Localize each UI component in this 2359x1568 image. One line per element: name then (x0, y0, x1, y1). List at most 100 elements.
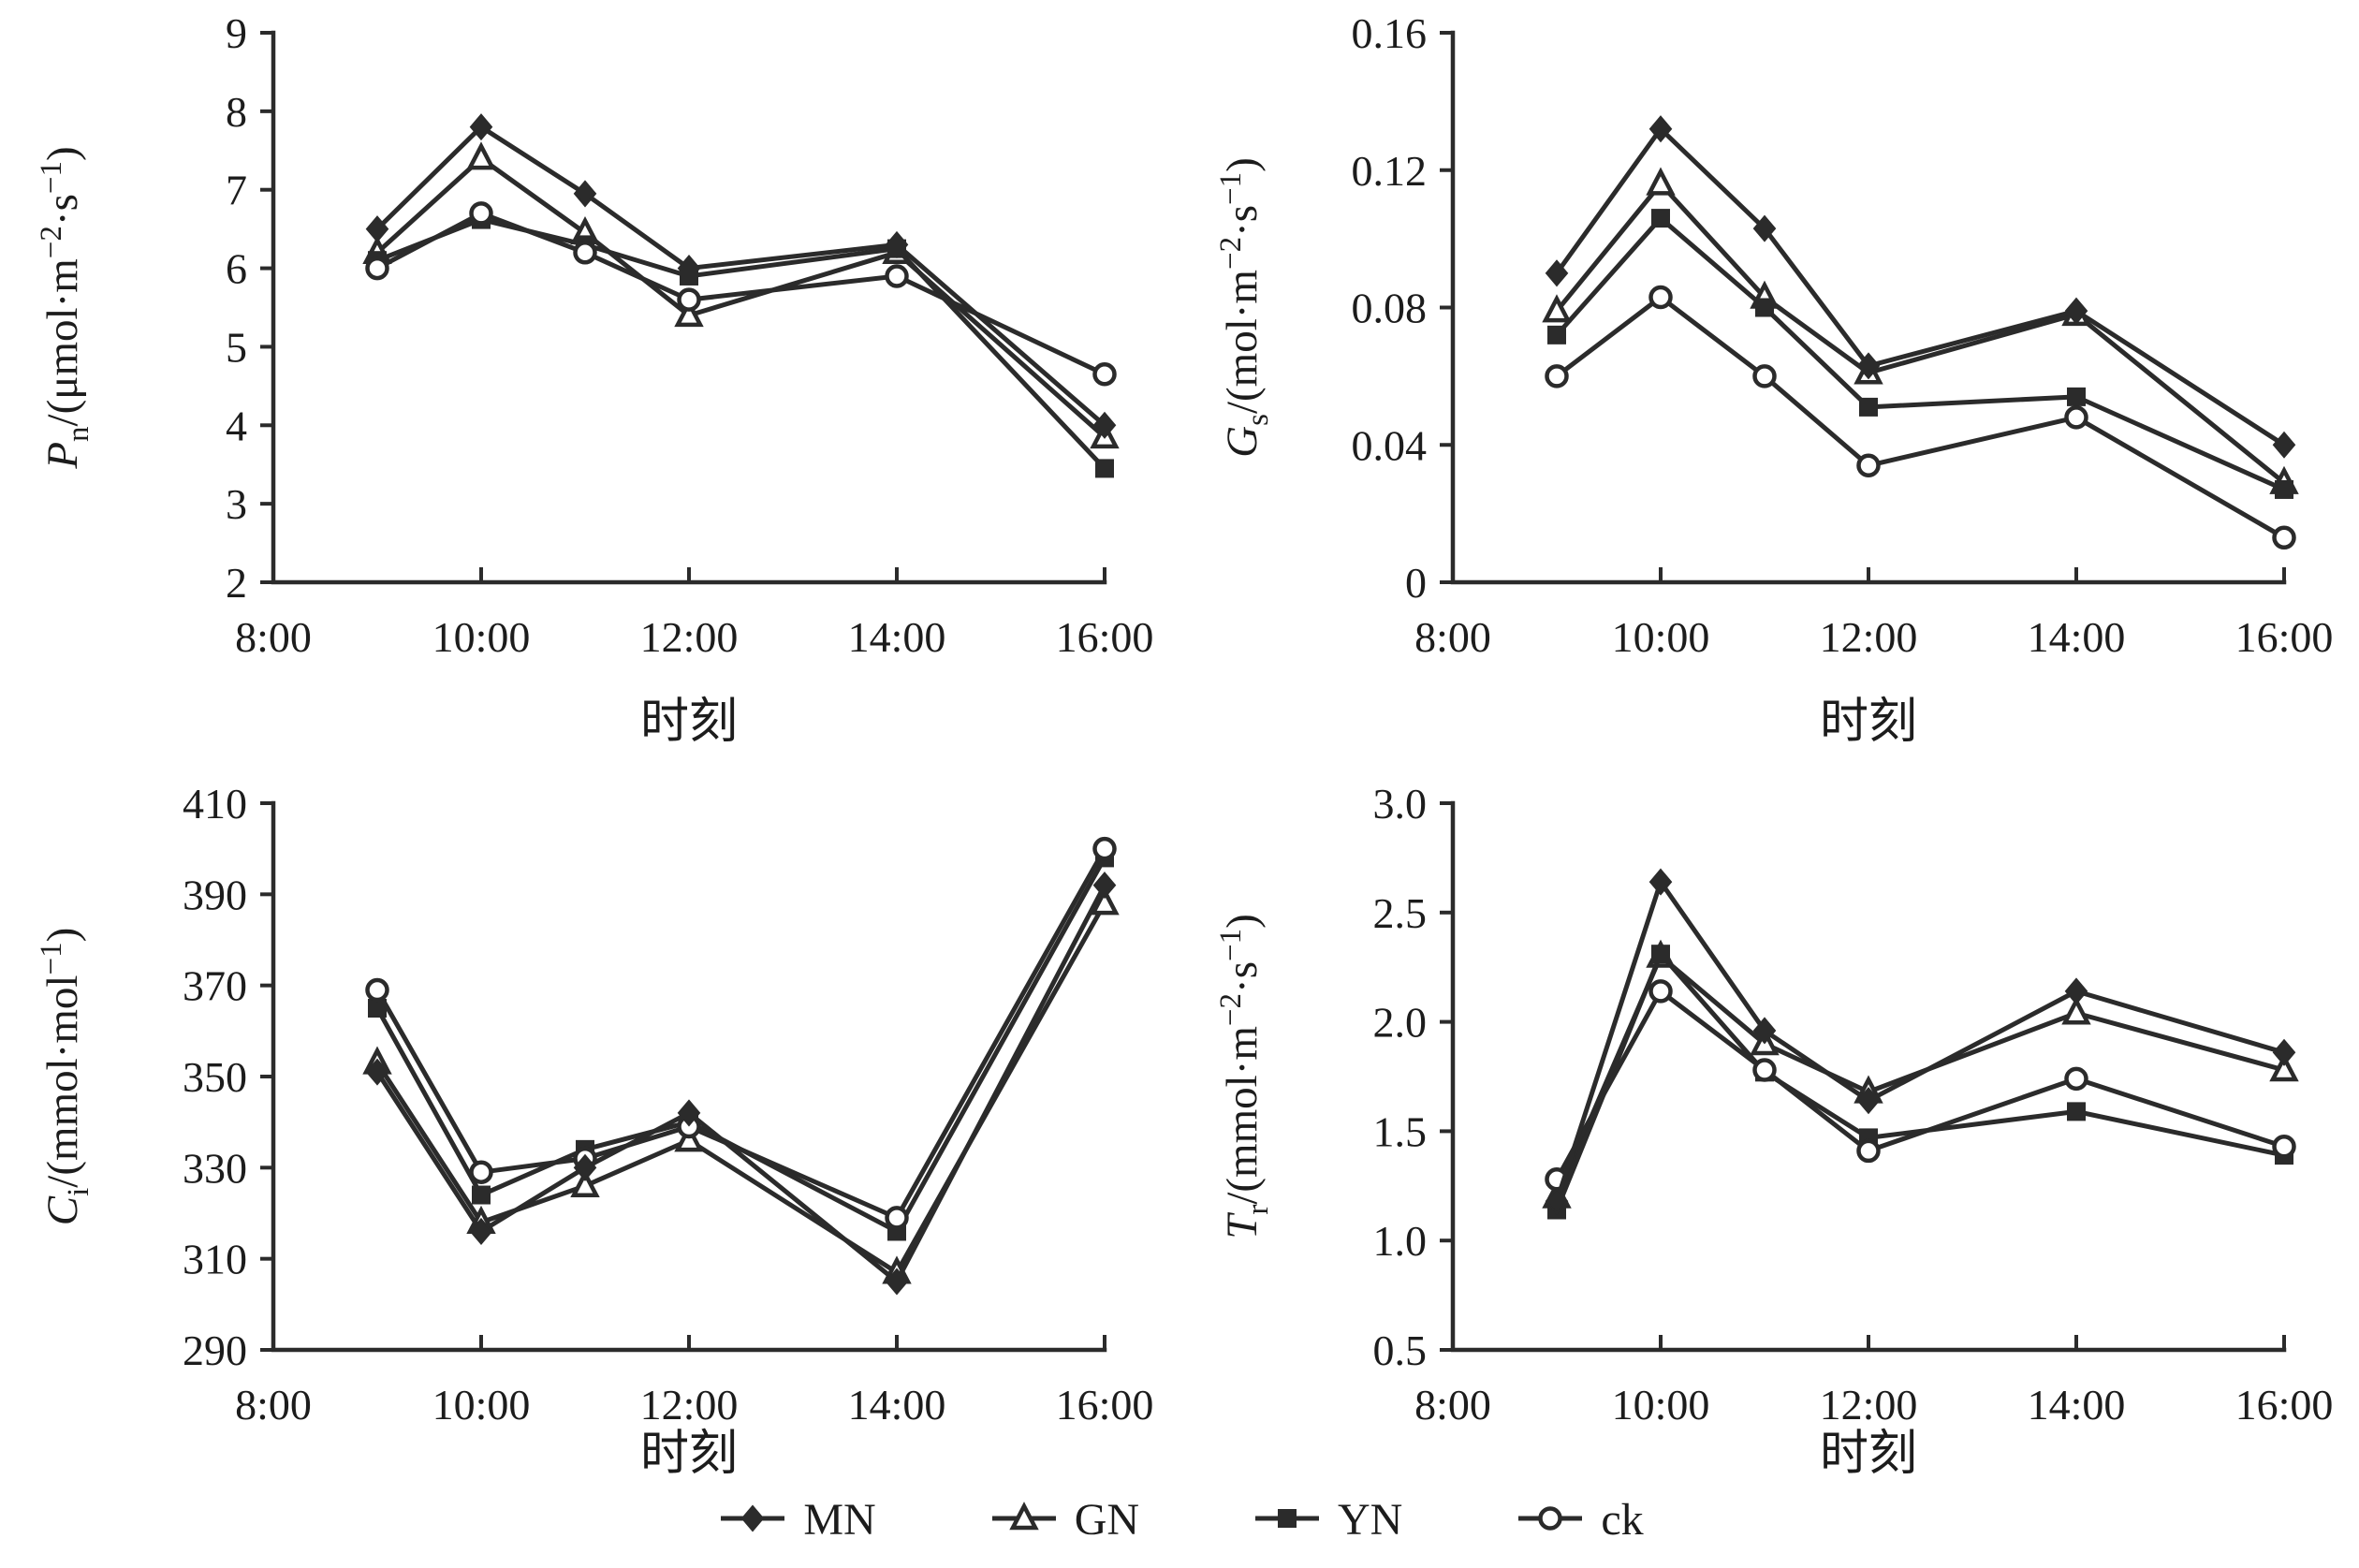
x-tick-label: 12:00 (1820, 613, 1918, 661)
series-YN-marker (1095, 459, 1114, 478)
series-ck-line (1555, 294, 2286, 540)
triangle-open-glyph (991, 1501, 1056, 1530)
y-tick-label: 370 (183, 962, 247, 1010)
series-YN-marker (1859, 397, 1878, 417)
legend-label-ck: ck (1601, 1495, 1644, 1545)
series-MN-marker (469, 113, 493, 141)
series-ck-marker (2064, 405, 2088, 430)
series-MN-marker (1092, 872, 1117, 900)
series-YN-marker (2067, 1102, 2086, 1121)
series-YN-line (1555, 215, 2286, 492)
series-ck-marker (365, 256, 389, 281)
legend-item-mn: MN (715, 1498, 876, 1543)
series-ck-marker (885, 1206, 909, 1230)
chart-panel-pn: 2 3 4 5 6 7 8 9 8:00 10:00 12:00 14:00 16:00 时刻 Pn/(μm… (0, 0, 1180, 768)
series-MN-marker (1752, 214, 1777, 242)
y-tick-label: 2.5 (1373, 889, 1428, 937)
x-axis-title: 时刻 (1820, 696, 1917, 749)
series-ck (365, 201, 1117, 387)
axes: 0.5 1.0 1.5 2.0 2.5 3.0 8:00 10:00 12:00 14:00 16:… (1373, 780, 2334, 1429)
y-tick-label: 290 (183, 1326, 247, 1374)
x-tick-label: 8:00 (235, 1381, 312, 1429)
legend-label-gn: GN (1074, 1495, 1140, 1545)
series-ck-marker (1092, 362, 1117, 387)
chart-panel-gs: 0 0.04 0.08 0.12 0.16 8:00 10:00 12:00 14:00 16:0… (1180, 0, 2359, 768)
series-YN-marker (2275, 479, 2293, 499)
chart-gs: 0 0.04 0.08 0.12 0.16 8:00 10:00 12:00 14:00 16:0… (1214, 9, 2333, 749)
x-tick-label: 14:00 (848, 1381, 946, 1429)
axis-lines (1450, 30, 2287, 585)
series-ck-marker (2272, 1135, 2296, 1159)
x-tick-label: 14:00 (848, 613, 946, 661)
series-MN-marker (469, 1217, 493, 1246)
series-YN-marker (1755, 298, 1774, 317)
x-tick-label: 16:00 (1056, 1381, 1154, 1429)
y-tick-label: 1.5 (1373, 1107, 1428, 1155)
series-MN-marker (1648, 115, 1673, 143)
series-MN (1545, 868, 2296, 1215)
series-MN-line (1554, 879, 2285, 1202)
y-tick-label: 0.04 (1352, 421, 1428, 469)
x-tick-label: 8:00 (1414, 1381, 1491, 1429)
series-MN-marker (677, 1099, 701, 1127)
triangle-open-icon (987, 1500, 1062, 1542)
x-tick-label: 10:00 (1612, 1381, 1710, 1429)
y-tick-label: 8 (226, 88, 247, 136)
series-GN-marker (466, 141, 496, 170)
y-tick-label: 0.12 (1352, 147, 1428, 195)
series-ck-marker (573, 241, 597, 265)
y-tick-label: 0.16 (1352, 9, 1428, 57)
series-YN-marker (1547, 325, 1566, 344)
series-YN-line (376, 217, 1106, 471)
series-GN-marker (674, 1123, 704, 1152)
y-tick-label: 7 (226, 167, 247, 214)
series-MN-marker (365, 215, 389, 243)
x-axis-title: 时刻 (640, 696, 738, 749)
series-ck-marker (1856, 453, 1881, 478)
series-ck-marker (1752, 1058, 1777, 1082)
chart-ci: 290 310 330 350 370 390 410 8:00 10:00 12:00 14:00… (35, 780, 1154, 1477)
legend-item-yn: YN (1250, 1498, 1402, 1543)
x-tick-label: 14:00 (2028, 1381, 2126, 1429)
series-MN-marker (2064, 297, 2088, 325)
series-MN (1545, 115, 2296, 459)
series-MN-line (1554, 126, 2286, 447)
series-MN-marker (677, 255, 701, 283)
y-axis-title: Pn/(μmol·m−2·s−1) (35, 146, 95, 469)
series-ck-marker (677, 287, 701, 312)
series-GN-line (375, 155, 1106, 439)
series-MN-marker (2272, 1038, 2296, 1066)
series-ck-marker (1648, 285, 1673, 310)
legend-item-ck: ck (1513, 1495, 1644, 1545)
circle-open-icon (1513, 1500, 1588, 1542)
series-MN-marker (1752, 1017, 1777, 1045)
series-YN (1547, 209, 2293, 499)
series-MN-marker (885, 230, 909, 258)
series-ck (1545, 285, 2296, 550)
legend-label-yn: YN (1338, 1495, 1403, 1545)
y-axis-title: Gs/(mol·m−2·s−1) (1214, 157, 1275, 458)
series-ck-marker (1856, 1138, 1881, 1164)
series-YN-marker (1651, 945, 1670, 964)
square-filled-icon (1250, 1500, 1325, 1542)
series-ck-marker (2272, 525, 2296, 550)
series-ck-marker (2064, 1066, 2088, 1092)
series-GN-marker (2061, 996, 2091, 1025)
series-ck-marker (1648, 979, 1673, 1004)
series-MN-line (374, 884, 1107, 1284)
y-tick-label: 2 (226, 559, 247, 607)
series-GN-marker (1090, 887, 1120, 916)
series-MN (365, 113, 1117, 439)
series-GN-marker (2269, 1053, 2299, 1082)
series-YN-marker (2067, 387, 2086, 406)
series-ck-marker (469, 201, 493, 226)
circle-open (1538, 1505, 1563, 1531)
square-filled (1278, 1508, 1297, 1528)
series-GN-marker (570, 1168, 600, 1198)
y-tick-label: 3.0 (1373, 780, 1428, 828)
series-MN-marker (2272, 431, 2296, 459)
series-MN-marker (2064, 977, 2088, 1005)
series-YN-line (374, 857, 1107, 1234)
y-axis-title: Ci/(mmol·mol−1) (35, 928, 95, 1225)
